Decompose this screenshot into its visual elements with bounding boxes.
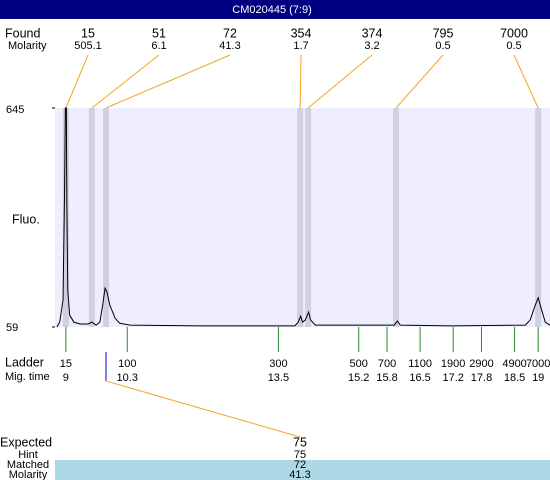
found-molarity: 0.5 — [506, 40, 521, 52]
found-size: 72 — [223, 26, 237, 40]
ladder-size: 100 — [118, 358, 136, 370]
peak-band — [103, 108, 110, 327]
y-axis-label: Fluo. — [12, 212, 40, 226]
ladder-size: 15 — [60, 358, 72, 370]
ladder-size: 2900 — [469, 358, 493, 370]
found-size: 15 — [81, 26, 95, 40]
found-size: 374 — [362, 26, 383, 40]
found-connector — [513, 54, 539, 109]
found-molarity: 505.1 — [74, 40, 102, 52]
peak-band — [305, 108, 312, 327]
expected-value: 75 — [293, 435, 307, 449]
found-connector — [299, 54, 302, 109]
found-molarity: 6.1 — [151, 40, 166, 52]
found-size: 51 — [152, 26, 166, 40]
peak-band — [62, 108, 69, 327]
y-tick-label: 645 — [6, 104, 24, 116]
found-connector — [307, 54, 373, 109]
peak-band — [393, 108, 400, 327]
matched-label: Matched — [7, 459, 49, 471]
ladder-size: 1900 — [441, 358, 465, 370]
peak-band — [535, 108, 542, 327]
found-label: Found — [5, 26, 40, 40]
ladder-size: 700 — [378, 358, 396, 370]
found-molarity: 0.5 — [435, 40, 450, 52]
title: CM020445 (7:9) — [232, 4, 312, 16]
found-size: 354 — [291, 26, 312, 40]
found-connector — [65, 54, 89, 109]
found-size: 795 — [433, 26, 454, 40]
ladder-time: 9 — [63, 372, 69, 384]
ladder-size: 4900 — [502, 358, 526, 370]
ladder-time: 15.8 — [376, 372, 397, 384]
ladder-label: Ladder — [5, 355, 44, 369]
ladder-time: 10.3 — [117, 372, 138, 384]
found-connector — [105, 54, 231, 109]
found-molarity: 1.7 — [293, 40, 308, 52]
ladder-time: 19 — [532, 372, 544, 384]
expected-molarity: 41.3 — [289, 469, 310, 480]
title-bar — [0, 0, 550, 19]
y-tick-label: 59 — [6, 322, 18, 334]
ladder-time: 16.5 — [409, 372, 430, 384]
matched-row — [55, 460, 550, 470]
molarity-row — [55, 470, 550, 480]
ladder-size: 1100 — [408, 358, 432, 370]
ladder-time: 15.2 — [348, 372, 369, 384]
ladder-size: 300 — [269, 358, 287, 370]
peak-band — [297, 108, 304, 327]
ladder-time: 17.8 — [471, 372, 492, 384]
mig-time-label: Mig. time — [5, 371, 50, 383]
found-molarity: 41.3 — [219, 40, 240, 52]
matched-value: 72 — [294, 459, 306, 471]
peak-band — [88, 108, 95, 327]
expected-connector — [105, 380, 301, 438]
expected-molarity-label: Molarity — [9, 469, 48, 480]
hint-value: 75 — [294, 449, 306, 461]
found-connector — [91, 54, 160, 109]
ladder-time: 18.5 — [504, 372, 525, 384]
ladder-size: 7000 — [526, 358, 550, 370]
found-connector — [395, 54, 444, 109]
expected-label: Expected — [0, 435, 52, 449]
found-size: 7000 — [500, 26, 528, 40]
found-molarity: 3.2 — [364, 40, 379, 52]
hint-label: Hint — [18, 449, 38, 461]
molarity-label: Molarity — [8, 40, 47, 52]
ladder-size: 500 — [350, 358, 368, 370]
ladder-time: 17.2 — [442, 372, 463, 384]
ladder-time: 13.5 — [268, 372, 289, 384]
trace — [56, 107, 550, 328]
